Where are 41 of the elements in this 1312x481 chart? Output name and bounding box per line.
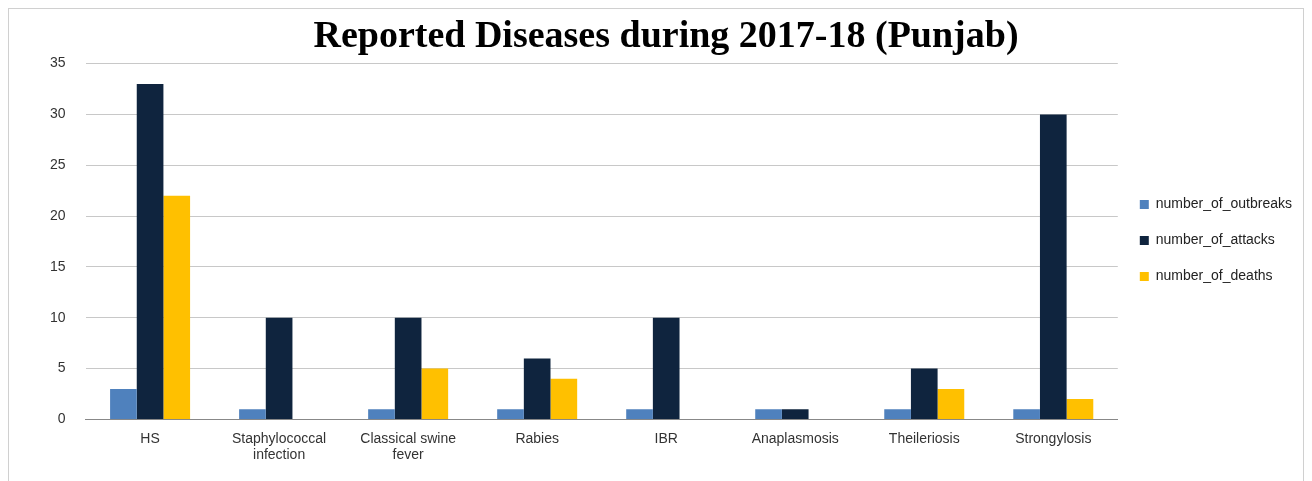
bar [368, 409, 395, 419]
bar [497, 409, 524, 419]
bar [239, 409, 266, 419]
y-tick-label: 0 [57, 410, 66, 427]
bar [265, 317, 293, 419]
bar [937, 388, 965, 419]
bar [394, 317, 422, 419]
y-tick-label: 5 [57, 359, 66, 376]
x-tick-label: Rabies [515, 429, 559, 446]
bar [163, 195, 191, 419]
legend-label: number_of_deaths [1155, 267, 1273, 284]
x-tick-label: Anaplasmosis [751, 429, 839, 446]
bar [1039, 114, 1067, 419]
bar [626, 409, 653, 419]
x-tick-label: Staphylococcal infection [232, 429, 327, 463]
bar [652, 317, 680, 419]
y-tick-label: 10 [49, 308, 66, 325]
y-tick-label: 30 [49, 105, 66, 122]
y-tick-label: 25 [49, 156, 66, 173]
bar [421, 368, 449, 419]
bar [136, 83, 164, 419]
x-tick-label: IBR [654, 429, 678, 446]
bar [523, 358, 551, 419]
bar [550, 378, 578, 419]
bar [910, 368, 938, 419]
bar [884, 409, 911, 419]
bar [755, 409, 782, 419]
y-tick-label: 35 [49, 54, 66, 71]
bar [1066, 399, 1094, 419]
legend-label: number_of_outbreaks [1155, 195, 1292, 212]
x-tick-label: HS [140, 429, 160, 446]
y-tick-label: 20 [49, 206, 66, 223]
bar [1013, 409, 1040, 419]
x-tick-label: Theileriosis [888, 429, 960, 446]
x-tick-label: Strongylosis [1015, 429, 1092, 446]
legend-label: number_of_attacks [1155, 231, 1275, 248]
x-tick-label: Classical swine fever [360, 429, 457, 463]
bar [110, 388, 137, 419]
chart-title: Reported Diseases during 2017-18 (Punjab) [313, 12, 1019, 56]
bar [781, 409, 809, 419]
y-tick-label: 15 [49, 257, 66, 274]
